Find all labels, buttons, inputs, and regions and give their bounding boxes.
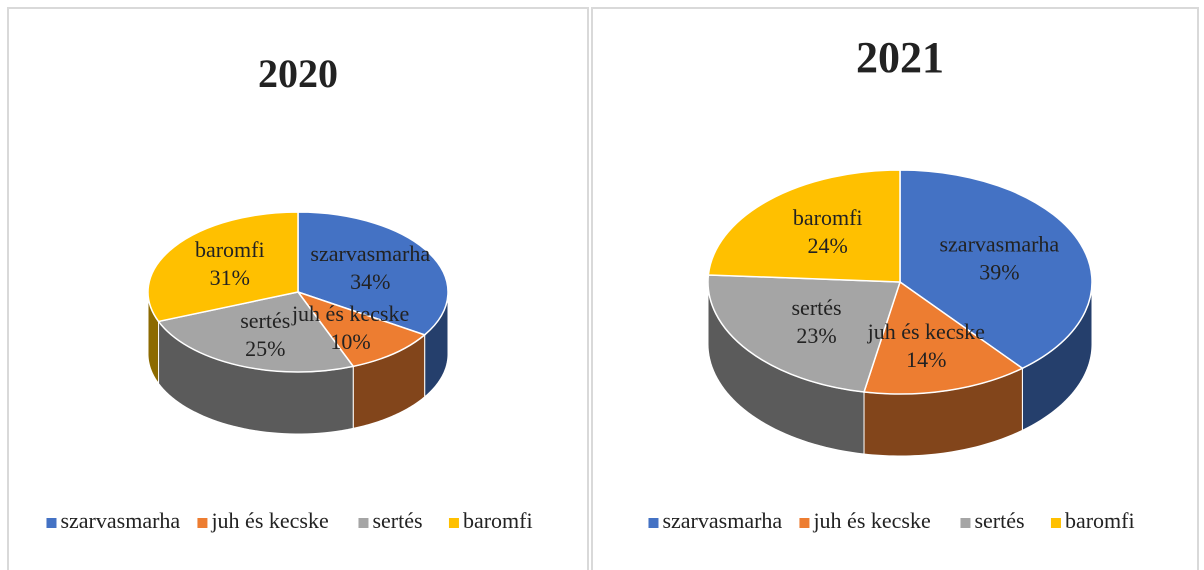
data-label-name: baromfi (793, 205, 863, 230)
legend-label: sertés (974, 508, 1024, 533)
legend-label: baromfi (463, 508, 533, 533)
data-label-name: sertés (240, 308, 290, 333)
data-label-value: 10% (330, 329, 370, 354)
data-label-value: 23% (796, 323, 836, 348)
legend-label: juh és kecske (210, 508, 328, 533)
slice (899, 169, 1093, 370)
data-label-name: szarvasmarha (939, 231, 1059, 256)
data-label-value: 31% (210, 265, 250, 290)
legend-swatch (448, 518, 459, 528)
legend-swatch (46, 518, 57, 528)
data-label-name: baromfi (195, 237, 265, 262)
legend-label: juh és kecske (812, 508, 930, 533)
data-label-value: 34% (350, 269, 390, 294)
slice (295, 290, 427, 368)
data-label-value: 39% (979, 259, 1019, 284)
chart-title: 2020 (258, 51, 338, 96)
slice (157, 291, 355, 373)
panel (7, 7, 589, 570)
slice (707, 274, 902, 393)
legend-label: sertés (372, 508, 422, 533)
legend-swatch (1050, 518, 1061, 528)
legend-swatch (960, 518, 971, 528)
legend-swatch (648, 518, 659, 528)
legend-label: szarvasmarha (60, 508, 180, 533)
data-label-name: juh és kecske (867, 319, 985, 344)
legend-swatch (197, 518, 208, 528)
legend-swatch (358, 518, 369, 528)
data-label-value: 24% (808, 233, 848, 258)
chart-title: 2021 (856, 33, 944, 82)
panel (591, 7, 1199, 570)
data-label-value: 25% (245, 336, 285, 361)
legend-label: szarvasmarha (662, 508, 782, 533)
slice (707, 169, 901, 283)
data-label-name: szarvasmarha (310, 241, 430, 266)
slice (147, 211, 299, 323)
legend-label: baromfi (1065, 508, 1135, 533)
legend-swatch (799, 518, 810, 528)
data-label-value: 14% (906, 347, 946, 372)
data-label-name: juh és kecske (291, 301, 409, 326)
data-label-name: sertés (792, 295, 842, 320)
slice (863, 280, 1024, 395)
